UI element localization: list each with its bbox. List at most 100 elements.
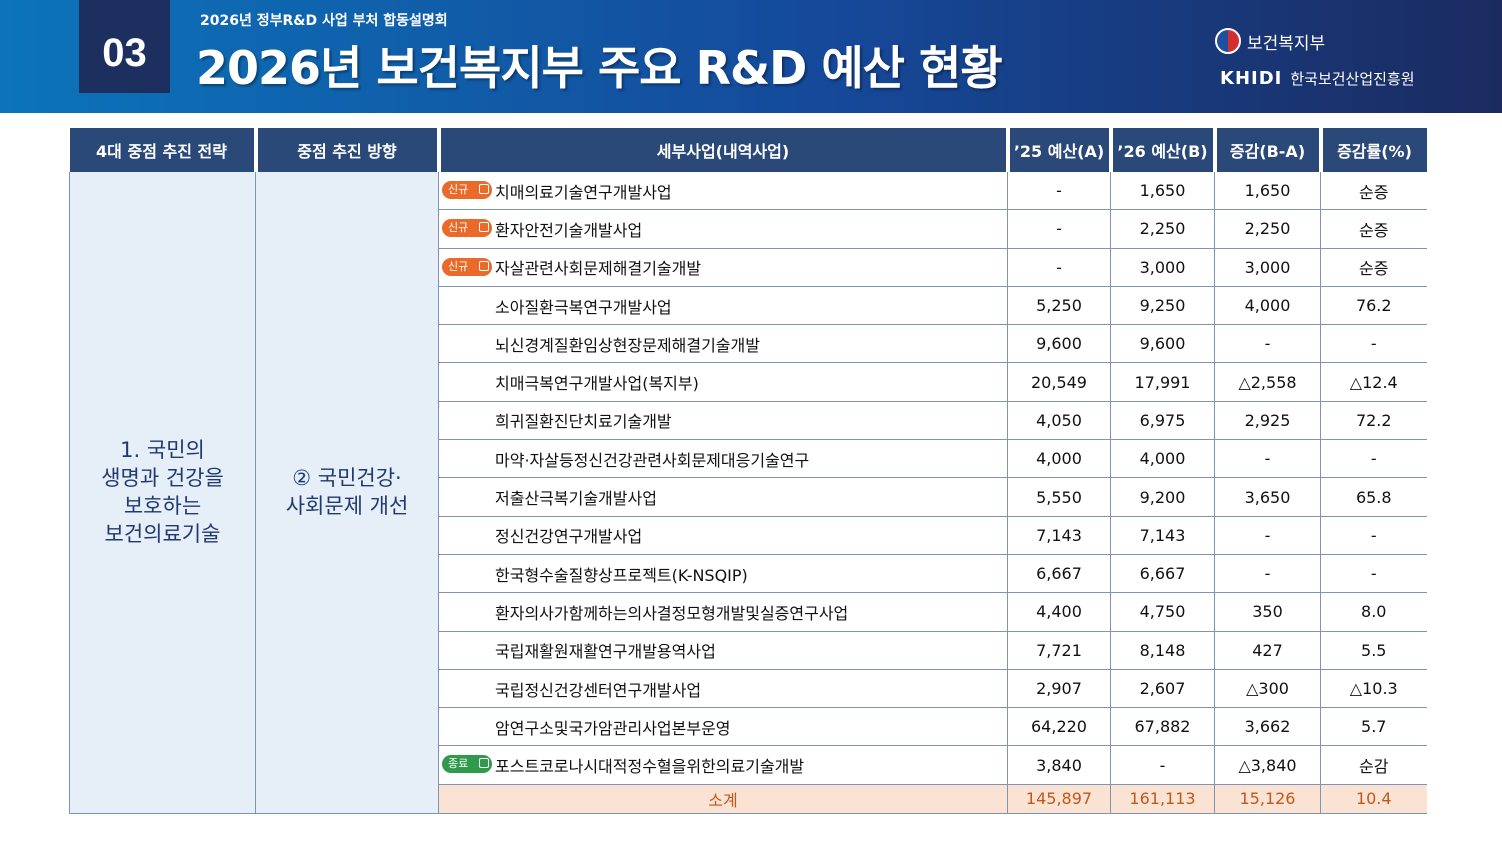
budget-cell: 2,925	[1214, 401, 1321, 441]
project-name: 신규 치매의료기술연구개발사업	[438, 172, 1008, 211]
cell-line: ② 국민건강·	[292, 466, 402, 491]
project-name: 뇌신경계질환임상현장문제해결기술개발	[438, 324, 1008, 364]
budget-cell: 1,650	[1214, 172, 1321, 211]
table-row: 희귀질환진단치료기술개발 4,050 6,975 2,925 72.2	[70, 401, 1427, 441]
project-name: 종료 포스트코로나시대적정수혈을위한의료기술개발	[438, 745, 1008, 785]
project-text: 희귀질환진단치료기술개발	[495, 412, 672, 432]
column-header: 세부사업(내역사업)	[436, 128, 1008, 172]
status-badge: 신규	[442, 219, 492, 238]
column-header: 4대 중점 추진 전략	[69, 128, 256, 172]
project-name: 암연구소및국가암관리사업본부운영	[438, 707, 1008, 747]
budget-cell: 65.8	[1320, 477, 1427, 517]
budget-cell: 7,721	[1007, 631, 1111, 670]
cell-line: 사회문제 개선	[285, 494, 409, 519]
budget-cell: 9,200	[1110, 477, 1215, 517]
budget-cell: 6,667	[1110, 554, 1215, 594]
project-text: 환자안전기술개발사업	[495, 220, 643, 240]
budget-cell: 2,607	[1110, 669, 1215, 709]
budget-cell: -	[1320, 439, 1427, 479]
budget-cell: 3,000	[1214, 248, 1321, 287]
budget-cell: 5,550	[1007, 477, 1111, 517]
project-text: 마약·자살등정신건강관련사회문제대응기술연구	[495, 450, 810, 470]
agency-logo: KHIDI 한국보건산업진흥원	[1220, 68, 1415, 89]
budget-cell: 순증	[1320, 209, 1427, 249]
project-name: 소아질환극복연구개발사업	[438, 286, 1008, 326]
table-row: 종료 포스트코로나시대적정수혈을위한의료기술개발 3,840- △3,840 순감	[70, 745, 1427, 785]
subtotal-cell: 15,126	[1214, 784, 1321, 814]
cell-line: 생명과 건강을	[101, 466, 224, 491]
budget-cell: 2,250	[1110, 209, 1215, 249]
table-row: 소아질환극복연구개발사업 5,250 9,250 4,000 76.2	[70, 286, 1427, 326]
budget-cell: 17,991	[1110, 362, 1215, 402]
budget-cell: 7,143	[1007, 516, 1111, 555]
ministry: 보건복지부	[1247, 33, 1326, 54]
project-text: 치매극복연구개발사업(복지부)	[495, 374, 699, 394]
budget-cell: △300	[1214, 669, 1321, 709]
budget-cell: 9,250	[1110, 286, 1215, 326]
budget-cell: 1,650	[1110, 172, 1215, 211]
project-name: 한국형수술질향상프로젝트(K-NSQIP)	[438, 554, 1008, 594]
project-name: 환자의사가함께하는의사결정모형개발및실증연구사업	[438, 592, 1008, 632]
project-text: 자살관련사회문제해결기술개발	[495, 259, 702, 279]
column-header: ’26 예산(B)	[1108, 128, 1215, 172]
budget-cell: 4,050	[1007, 401, 1111, 441]
project-name: 치매극복연구개발사업(복지부)	[438, 362, 1008, 402]
budget-cell: 64,220	[1007, 707, 1111, 747]
title: 2026년 보건복지부 주요 R&D 예산 현황	[196, 41, 1003, 95]
project-text: 암연구소및국가암관리사업본부운영	[495, 718, 731, 738]
project-text: 환자의사가함께하는의사결정모형개발및실증연구사업	[495, 603, 849, 623]
table-row: 암연구소및국가암관리사업본부운영 64,220 67,882 3,662 5.7	[70, 707, 1427, 747]
header-row: 4대 중점 추진 전략 중점 추진 방향 세부사업(내역사업) ’25 예산(A) ’2…	[69, 128, 1427, 172]
budget-cell: -	[1320, 554, 1427, 594]
budget-cell: 427	[1214, 631, 1321, 670]
subtotal-cell: 10.4	[1320, 784, 1427, 814]
project-text: 소아질환극복연구개발사업	[495, 297, 672, 317]
budget-table: 4대 중점 추진 전략 중점 추진 방향 세부사업(내역사업) ’25 예산(A) ’2…	[69, 128, 1427, 814]
project-name: 국립정신건강센터연구개발사업	[438, 669, 1008, 709]
cell-line: 보건의료기술	[104, 522, 221, 547]
header-bar: 03 2026년 정부R&D 사업 부처 합동설명회 2026년 보건복지부 주…	[0, 0, 1502, 113]
project-name: 정신건강연구개발사업	[438, 516, 1008, 555]
budget-cell: 9,600	[1007, 324, 1111, 364]
project-text: 정신건강연구개발사업	[495, 527, 643, 547]
project-name: 저출산극복기술개발사업	[438, 477, 1008, 517]
project-name: 희귀질환진단치료기술개발	[438, 401, 1008, 441]
table-row: 신규 자살관련사회문제해결기술개발 -3,000 3,000 순증	[70, 248, 1427, 287]
budget-cell: 3,000	[1110, 248, 1215, 287]
budget-cell: -	[1320, 516, 1427, 555]
table-row: 정신건강연구개발사업 7,143 7,143- -	[70, 516, 1427, 555]
budget-cell: △10.3	[1320, 669, 1427, 709]
table-row: 마약·자살등정신건강관련사회문제대응기술연구 4,000 4,000- -	[70, 439, 1427, 479]
budget-cell: -	[1214, 324, 1321, 364]
table-row: 한국형수술질향상프로젝트(K-NSQIP) 6,667 6,667- -	[70, 554, 1427, 594]
budget-cell: 7,143	[1110, 516, 1215, 555]
project-text: 뇌신경계질환임상현장문제해결기술개발	[495, 335, 760, 355]
budget-cell: 순증	[1320, 248, 1427, 287]
budget-cell: 76.2	[1320, 286, 1427, 326]
column-header: 증감(B-A)	[1212, 128, 1321, 172]
table-row: 치매극복연구개발사업(복지부) 20,549 17,991 △2,558 △12.4	[70, 362, 1427, 402]
budget-cell: -	[1007, 209, 1111, 249]
budget-cell: 4,400	[1007, 592, 1111, 632]
project-name: 신규 환자안전기술개발사업	[438, 209, 1008, 249]
subtotal-cell: 소계	[438, 784, 1008, 814]
budget-cell: 순감	[1320, 745, 1427, 785]
ministry-logo: 보건복지부	[1215, 28, 1325, 54]
budget-cell: 4,000	[1214, 286, 1321, 326]
table-row: 국립재활원재활연구개발용역사업 7,721 8,148 427 5.5	[70, 631, 1427, 670]
section-number: 03	[79, 0, 170, 93]
budget-cell: -	[1320, 324, 1427, 364]
table-row: 환자의사가함께하는의사결정모형개발및실증연구사업 4,400 4,750 350 8.0	[70, 592, 1427, 632]
budget-cell: 67,882	[1110, 707, 1215, 747]
budget-cell: △3,840	[1214, 745, 1321, 785]
agency: 한국보건산업진흥원	[1290, 70, 1415, 88]
budget-cell: 순증	[1320, 172, 1427, 211]
project-text: 저출산극복기술개발사업	[495, 489, 657, 509]
budget-cell: 20,549	[1007, 362, 1111, 402]
project-text: 국립정신건강센터연구개발사업	[495, 680, 702, 700]
column-header: 증감률(%)	[1318, 128, 1427, 172]
subtotal-cell: 145,897	[1007, 784, 1111, 814]
budget-cell: 4,000	[1110, 439, 1215, 479]
budget-cell: -	[1214, 516, 1321, 555]
